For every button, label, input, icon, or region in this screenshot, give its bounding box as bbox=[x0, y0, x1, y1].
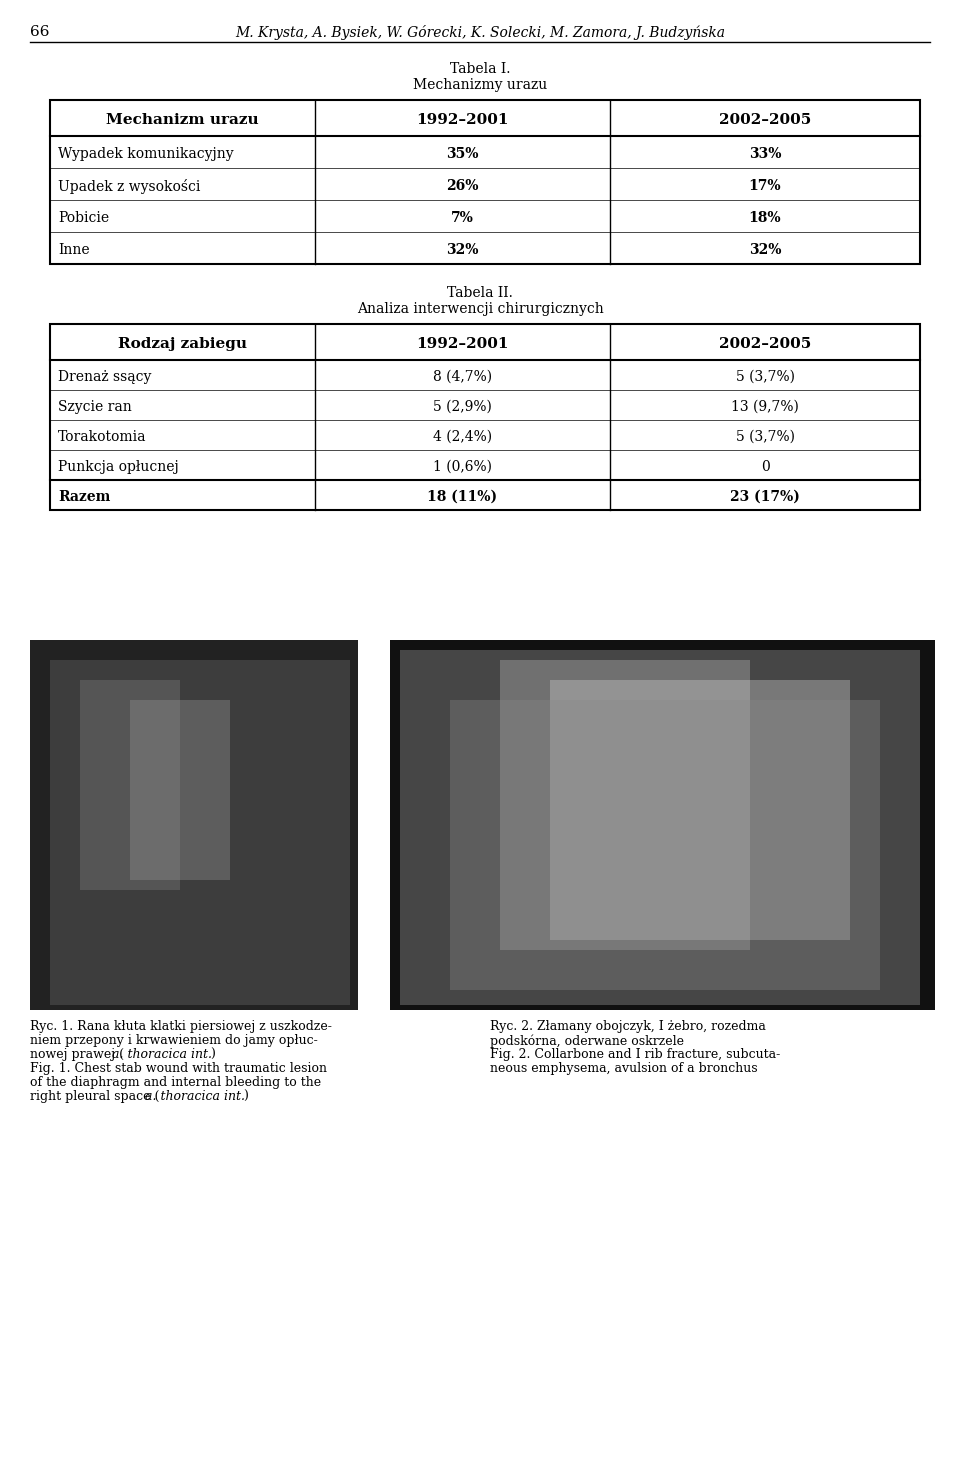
Text: Analiza interwencji chirurgicznych: Analiza interwencji chirurgicznych bbox=[356, 302, 604, 317]
Text: Razem: Razem bbox=[58, 490, 110, 505]
Text: a. thoracica int.: a. thoracica int. bbox=[145, 1089, 245, 1103]
Text: 18 (11%): 18 (11%) bbox=[427, 490, 497, 505]
Bar bbox=[50, 660, 350, 1005]
Text: Mechanizmy urazu: Mechanizmy urazu bbox=[413, 78, 547, 92]
Text: Drenaż ssący: Drenaż ssący bbox=[58, 370, 152, 383]
Text: 33%: 33% bbox=[749, 147, 781, 161]
Text: 32%: 32% bbox=[446, 243, 479, 258]
Text: Tabela I.: Tabela I. bbox=[449, 62, 511, 75]
Text: 18%: 18% bbox=[749, 212, 781, 225]
Text: Wypadek komunikacyjny: Wypadek komunikacyjny bbox=[58, 147, 233, 161]
Text: 0: 0 bbox=[760, 460, 769, 474]
Text: Szycie ran: Szycie ran bbox=[58, 400, 132, 414]
Text: 17%: 17% bbox=[749, 179, 781, 192]
Text: Rodzaj zabiegu: Rodzaj zabiegu bbox=[118, 337, 247, 351]
Text: 5 (2,9%): 5 (2,9%) bbox=[433, 400, 492, 414]
Text: 4 (2,4%): 4 (2,4%) bbox=[433, 431, 492, 444]
Bar bbox=[130, 700, 230, 881]
Bar bbox=[390, 639, 935, 1009]
Text: ): ) bbox=[210, 1048, 215, 1061]
Text: 23 (17%): 23 (17%) bbox=[730, 490, 800, 505]
Text: 8 (4,7%): 8 (4,7%) bbox=[433, 370, 492, 383]
Text: 1992–2001: 1992–2001 bbox=[417, 112, 509, 127]
Text: Upadek z wysokości: Upadek z wysokości bbox=[58, 179, 201, 194]
Text: 7%: 7% bbox=[451, 212, 474, 225]
Text: 5 (3,7%): 5 (3,7%) bbox=[735, 370, 795, 383]
Text: Pobicie: Pobicie bbox=[58, 212, 109, 225]
Bar bbox=[30, 639, 358, 1009]
Text: neous emphysema, avulsion of a bronchus: neous emphysema, avulsion of a bronchus bbox=[490, 1063, 757, 1074]
Bar bbox=[80, 679, 180, 889]
Text: 5 (3,7%): 5 (3,7%) bbox=[735, 431, 795, 444]
Bar bbox=[550, 679, 850, 940]
Text: Mechanizm urazu: Mechanizm urazu bbox=[107, 112, 259, 127]
Text: Punkcja opłucnej: Punkcja opłucnej bbox=[58, 460, 179, 474]
Text: Ryc. 2. Złamany obojczyk, I żebro, rozedma: Ryc. 2. Złamany obojczyk, I żebro, rozed… bbox=[490, 1020, 766, 1033]
Text: niem przepony i krwawieniem do jamy opłuc-: niem przepony i krwawieniem do jamy opłu… bbox=[30, 1035, 318, 1046]
Text: Fig. 1. Chest stab wound with traumatic lesion: Fig. 1. Chest stab wound with traumatic … bbox=[30, 1063, 327, 1074]
Bar bbox=[450, 700, 880, 990]
Bar bbox=[400, 650, 920, 1005]
Text: 26%: 26% bbox=[446, 179, 479, 192]
Text: 13 (9,7%): 13 (9,7%) bbox=[732, 400, 799, 414]
Text: 32%: 32% bbox=[749, 243, 781, 258]
Text: Torakotomia: Torakotomia bbox=[58, 431, 147, 444]
Text: 35%: 35% bbox=[446, 147, 479, 161]
Text: a. thoracica int.: a. thoracica int. bbox=[112, 1048, 212, 1061]
Text: Tabela II.: Tabela II. bbox=[447, 286, 513, 300]
Text: 1 (0,6%): 1 (0,6%) bbox=[433, 460, 492, 474]
Text: Ryc. 1. Rana kłuta klatki piersiowej z uszkodze-: Ryc. 1. Rana kłuta klatki piersiowej z u… bbox=[30, 1020, 332, 1033]
Text: Inne: Inne bbox=[58, 243, 89, 258]
Text: 2002–2005: 2002–2005 bbox=[719, 112, 811, 127]
Bar bbox=[500, 660, 750, 950]
Text: Fig. 2. Collarbone and I rib fracture, subcuta-: Fig. 2. Collarbone and I rib fracture, s… bbox=[490, 1048, 780, 1061]
Text: 1992–2001: 1992–2001 bbox=[417, 337, 509, 351]
Text: 2002–2005: 2002–2005 bbox=[719, 337, 811, 351]
Text: ): ) bbox=[243, 1089, 248, 1103]
Text: 66: 66 bbox=[30, 25, 50, 38]
Bar bbox=[50, 101, 920, 263]
Text: nowej prawej (: nowej prawej ( bbox=[30, 1048, 124, 1061]
Text: right pleural space (: right pleural space ( bbox=[30, 1089, 159, 1103]
Bar bbox=[50, 324, 920, 511]
Text: M. Krysta, A. Bysiek, W. Górecki, K. Solecki, M. Zamora, J. Budzyńska: M. Krysta, A. Bysiek, W. Górecki, K. Sol… bbox=[235, 25, 725, 40]
Text: podskórna, oderwane oskrzele: podskórna, oderwane oskrzele bbox=[490, 1035, 684, 1048]
Text: of the diaphragm and internal bleeding to the: of the diaphragm and internal bleeding t… bbox=[30, 1076, 322, 1089]
